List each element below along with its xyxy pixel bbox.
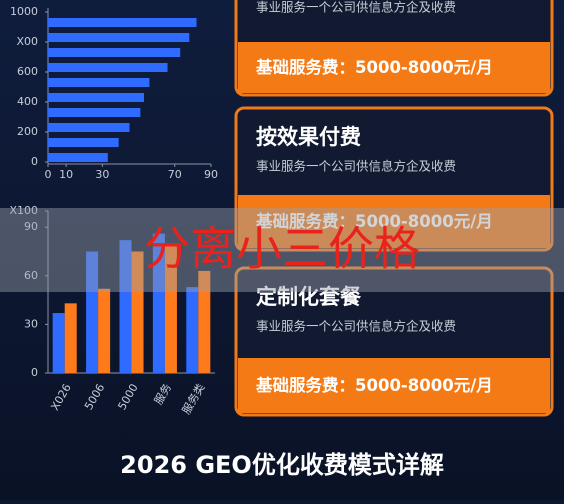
card-fee: 基础服务费：5000-8000元/月: [256, 375, 493, 395]
x-tick-label: 90: [204, 168, 218, 181]
card-fee: 基础服务费：5000-8000元/月: [256, 211, 493, 231]
bar: [48, 33, 190, 42]
x-tick-label: 70: [168, 168, 182, 181]
y-tick-label: 0: [31, 155, 38, 168]
bar: [48, 63, 168, 72]
y-tick-label: 400: [17, 95, 38, 108]
x-tick-label: 10: [59, 168, 73, 181]
bar: [48, 48, 181, 57]
bar: [48, 108, 141, 117]
bar: [48, 153, 108, 162]
y-tick-label: 600: [17, 65, 38, 78]
footer-title: 2026 GEO优化收费模式详解: [120, 451, 444, 479]
bar: [198, 270, 211, 373]
card-title: 按效果付费: [256, 125, 361, 149]
y-tick-label: X00: [16, 35, 38, 48]
x-tick-label: 0: [45, 168, 52, 181]
y-tick-label: 90: [24, 220, 38, 233]
banner-text: 分离小三价格: [144, 222, 420, 276]
fee-strip: [238, 42, 550, 93]
bar: [48, 123, 130, 132]
bar: [131, 251, 144, 373]
y-tick-label: X100: [9, 204, 38, 217]
bar: [119, 240, 132, 373]
card-fee: 基础服务费：5000-8000元/月: [256, 57, 493, 77]
y-tick-label: 1000: [10, 5, 38, 18]
card-desc: 事业服务一个公司供信息方企及收费: [256, 319, 456, 334]
bar: [98, 288, 111, 373]
banner-bg: [0, 208, 564, 292]
bar: [52, 313, 65, 373]
fee-strip: [238, 195, 550, 248]
fee-strip: [238, 358, 550, 413]
card-desc: 事业服务一个公司供信息方企及收费: [256, 159, 456, 174]
bar: [164, 243, 177, 373]
bar: [48, 138, 119, 147]
bar: [48, 18, 197, 27]
bar: [64, 303, 77, 373]
card-title: 定制化套餐: [256, 285, 362, 309]
y-tick-label: 200: [17, 125, 38, 138]
card-desc: 事业服务一个公司供信息方企及收费: [256, 0, 456, 15]
bar: [48, 93, 144, 102]
y-tick-label: 0: [31, 366, 38, 379]
bar: [48, 78, 150, 87]
y-tick-label: 30: [24, 317, 38, 330]
x-tick-label: 30: [95, 168, 109, 181]
bar: [186, 287, 199, 373]
bar: [86, 251, 99, 373]
bar: [152, 233, 165, 373]
y-tick-label: 60: [24, 269, 38, 282]
